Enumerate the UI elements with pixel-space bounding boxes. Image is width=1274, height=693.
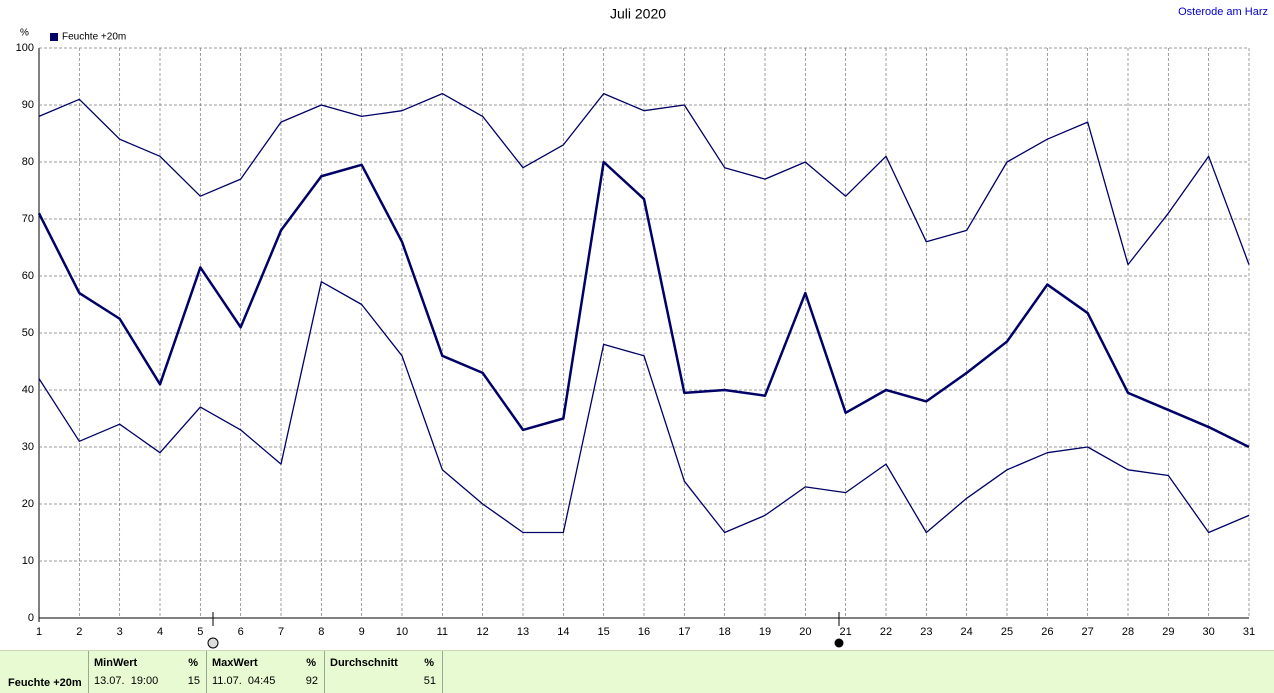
- summary-cell: Durchschnitt% 51: [325, 651, 443, 693]
- full-moon: [207, 637, 219, 649]
- x-tick-label: 18: [719, 626, 731, 638]
- column-unit: %: [188, 657, 198, 669]
- x-tick-label: 16: [638, 626, 650, 638]
- y-tick-label: 90: [22, 99, 34, 111]
- x-tick-label: 1: [36, 626, 42, 638]
- summary-table: Feuchte +20m MinWert% 13.07. 19:00 15 MaxWer…: [0, 650, 1274, 693]
- x-tick-label: 26: [1041, 626, 1053, 638]
- x-tick-label: 28: [1122, 626, 1134, 638]
- x-tick-label: 25: [1001, 626, 1013, 638]
- x-tick-label: 6: [238, 626, 244, 638]
- x-tick-label: 3: [117, 626, 123, 638]
- x-tick-label: 11: [437, 626, 448, 638]
- summary-label-cell: Feuchte +20m: [0, 651, 89, 693]
- y-tick-label: 60: [22, 270, 34, 282]
- chart: Juli 2020 Osterode am Harz % 0 10 20 30 40 50…: [16, 6, 1268, 649]
- data-line: [38, 281, 1250, 534]
- x-tick-label: 23: [920, 626, 932, 638]
- x-tick-label: 13: [517, 626, 529, 638]
- x-tick-label: 17: [678, 626, 690, 638]
- data-line: [38, 92, 1250, 266]
- new-moon: [834, 638, 844, 648]
- column-unit: %: [424, 657, 434, 669]
- y-tick-label: 0: [28, 612, 34, 624]
- chart-title: Juli 2020: [610, 6, 666, 22]
- summary-cell: MaxWert% 11.07. 04:45 92: [207, 651, 325, 693]
- x-tick-label: 4: [157, 626, 163, 638]
- column-value: 51: [423, 675, 436, 687]
- x-tick-label: 7: [278, 626, 284, 638]
- column-value: 92: [305, 675, 318, 687]
- x-tick-label: 21: [840, 626, 852, 638]
- x-tick-label: 9: [359, 626, 365, 638]
- y-tick-label: 80: [22, 156, 34, 168]
- y-tick-label: 30: [22, 441, 34, 453]
- x-tick-label: 14: [557, 626, 569, 638]
- x-tick-label: 22: [880, 626, 892, 638]
- summary-cell: MinWert% 13.07. 19:00 15: [89, 651, 207, 693]
- legend-label: Feuchte +20m: [62, 32, 126, 43]
- x-tick-label: 19: [759, 626, 771, 638]
- x-tick-label: 31: [1243, 626, 1255, 638]
- column-title: Durchschnitt: [330, 657, 398, 669]
- x-tick-label: 29: [1162, 626, 1174, 638]
- x-tick-label: 27: [1082, 626, 1094, 638]
- column-value: 15: [187, 675, 200, 687]
- data-line: [37, 160, 1250, 449]
- y-unit: %: [20, 28, 29, 39]
- x-tick-label: 5: [197, 626, 203, 638]
- column-time: 11.07. 04:45: [212, 675, 276, 687]
- y-tick-label: 70: [22, 213, 34, 225]
- column-time: 13.07. 19:00: [94, 675, 159, 687]
- x-tick-label: 20: [799, 626, 811, 638]
- column-title: MaxWert: [212, 657, 258, 669]
- x-tick-label: 24: [961, 626, 973, 638]
- legend-swatch: [50, 33, 58, 41]
- x-tick-label: 30: [1203, 626, 1215, 638]
- y-tick-label: 40: [22, 384, 34, 396]
- column-title: MinWert: [94, 657, 138, 669]
- x-tick-label: 15: [598, 626, 610, 638]
- y-tick-label: 10: [22, 555, 34, 567]
- location: Osterode am Harz: [1178, 6, 1268, 18]
- y-tick-label: 20: [22, 498, 34, 510]
- summary-label: Feuchte +20m: [8, 677, 82, 689]
- y-tick-label: 100: [16, 42, 34, 54]
- column-unit: %: [306, 657, 316, 669]
- x-tick-label: 10: [396, 626, 408, 638]
- x-tick-label: 12: [477, 626, 489, 638]
- x-tick-label: 2: [76, 626, 82, 638]
- y-tick-label: 50: [22, 327, 34, 339]
- x-tick-label: 8: [318, 626, 324, 638]
